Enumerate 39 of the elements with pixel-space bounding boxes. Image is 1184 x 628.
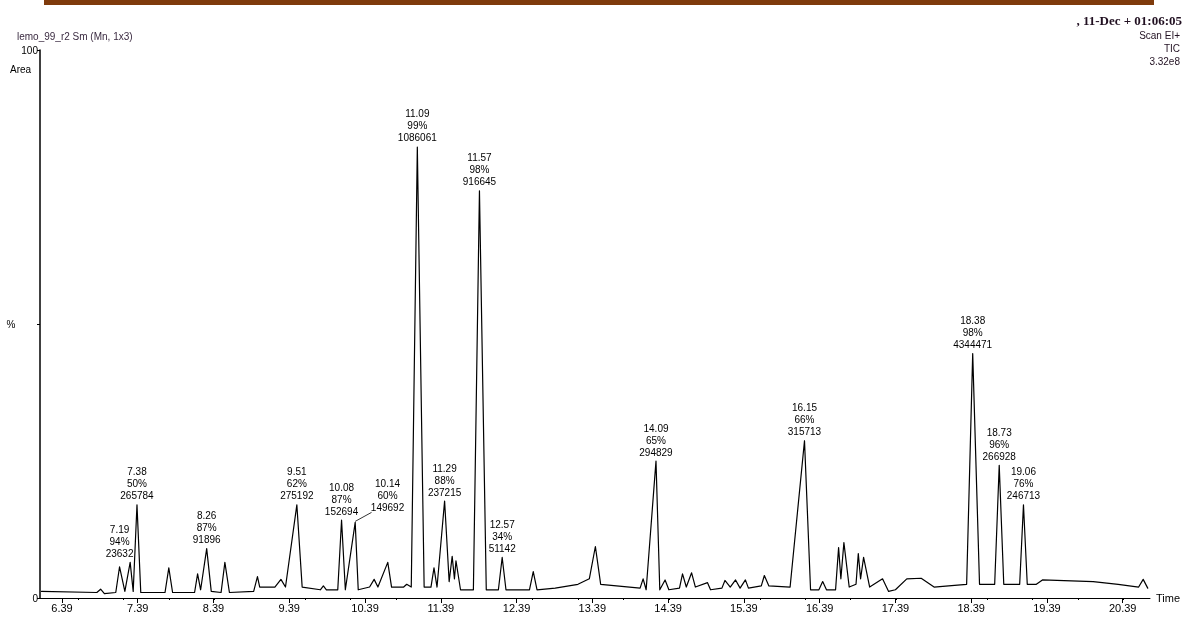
text: Scan EI+	[1139, 29, 1181, 41]
annotation: 7.38 50% 265784	[120, 466, 155, 502]
annotation: 9.51 62% 275192	[280, 466, 314, 502]
x-tick-label: 10.39	[351, 601, 379, 614]
x-tick-label: 19.39	[1033, 601, 1061, 614]
annotation: 19.06 76% 246713	[1006, 466, 1041, 502]
y-tick-label: 100	[21, 44, 39, 56]
annotation: 18.38 98% 4344471	[953, 315, 993, 351]
text: TIC	[1163, 42, 1180, 54]
annotation: 8.26 87% 91896	[192, 510, 222, 546]
x-tick-label: 13.39	[578, 601, 607, 614]
annotation: 11.29 88% 237215	[427, 462, 462, 498]
annotation: 11.09 99% 1086061	[397, 108, 438, 144]
x-tick-label: 16.39	[805, 601, 834, 614]
annotation: 18.73 96% 266928	[982, 426, 1017, 462]
annotation: 14.09 65% 294829	[639, 422, 674, 458]
annotation: 3.32e8	[1149, 55, 1181, 67]
x-tick-label: 11.39	[427, 601, 455, 614]
x-tick-label: 20.39	[1108, 601, 1137, 614]
annotation: 10.14 60% 149692	[370, 477, 405, 513]
chart-title: lemo_99_r2 Sm (Mn, 1x3)	[17, 30, 133, 42]
annotation: 11.57 98% 916645	[462, 152, 497, 188]
annotation: 7.19 94% 23632	[105, 523, 134, 559]
x-tick-label: 17.39	[881, 601, 910, 614]
x-tick-label: 6.39	[51, 601, 73, 614]
text: Area	[10, 63, 32, 75]
annotation: 10.08 87% 152694	[324, 481, 359, 517]
text: , 11-Dec + 01:06:05	[1076, 13, 1183, 28]
x-tick-label: 18.39	[957, 601, 985, 614]
x-tick-label: 14.39	[654, 601, 682, 614]
annotation: 12.57 34% 51142	[488, 518, 517, 554]
x-tick-label: 12.39	[502, 601, 531, 614]
x-tick-label: 8.39	[202, 601, 225, 614]
y-axis-title: %	[6, 318, 16, 330]
x-tick-label: 9.39	[278, 601, 300, 614]
x-tick-label: 7.39	[127, 601, 149, 614]
x-axis-title: Time	[1156, 592, 1181, 604]
annotation: 16.15 66% 315713	[787, 402, 822, 438]
x-tick-label: 15.39	[730, 601, 758, 614]
